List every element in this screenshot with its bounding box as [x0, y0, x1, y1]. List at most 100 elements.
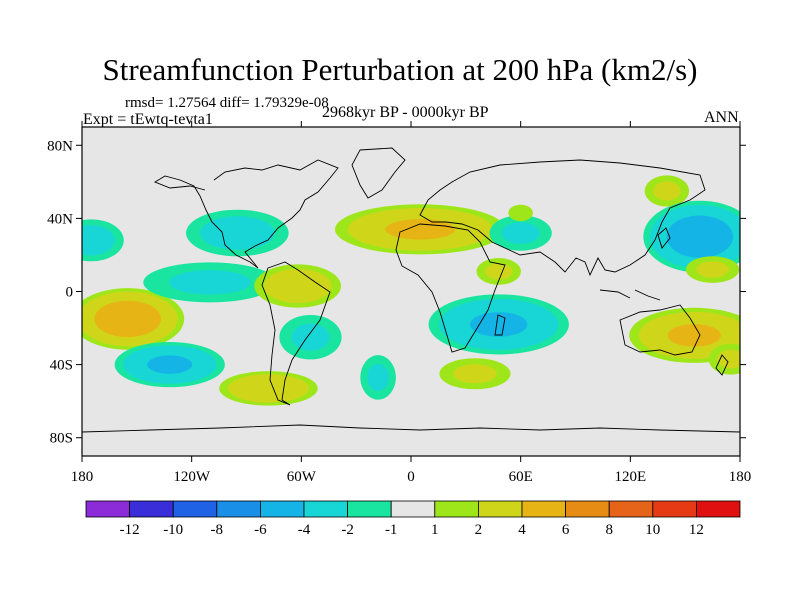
colorbar-swatch: [565, 500, 610, 518]
colorbar-swatch: [85, 500, 130, 518]
anomaly-field: [82, 175, 740, 406]
y-tick-label: 40N: [47, 211, 73, 227]
anomaly-blob: [708, 343, 740, 375]
colorbar: -12 -10 -8 -6 -4 -2 -1 1 2 4 6 8 10 12: [85, 500, 741, 538]
colorbar-label: 2: [475, 522, 483, 538]
anomaly-blob: [644, 175, 690, 207]
colorbar-label: -2: [341, 522, 354, 538]
y-tick-label: 80N: [47, 138, 73, 154]
experiment-text: Expt = tEwtq-tevta1: [83, 111, 213, 128]
colorbar-label: 8: [605, 522, 613, 538]
colorbar-label: 10: [645, 522, 660, 538]
anomaly-contour-band: [653, 181, 681, 201]
anomaly-blob: [489, 215, 552, 251]
colorbar-label: 4: [518, 522, 526, 538]
colorbar-label: -12: [120, 522, 140, 538]
anomaly-contour-band: [508, 204, 533, 222]
colorbar-label: 6: [562, 522, 570, 538]
anomaly-contour-band: [147, 355, 193, 374]
colorbar-swatch: [696, 500, 741, 518]
anomaly-blob: [114, 342, 225, 388]
anomaly-contour-band: [291, 323, 330, 351]
anomaly-blob: [360, 355, 396, 400]
anomaly-blob: [219, 371, 318, 406]
anomaly-blob: [82, 288, 185, 350]
coast-africa: [395, 223, 506, 353]
anomaly-blob: [439, 358, 511, 390]
colorbar-swatch: [259, 500, 305, 518]
x-tick-label: 60E: [509, 469, 533, 485]
colorbar-swatch: [477, 500, 523, 518]
x-tick-label: 120E: [614, 469, 646, 485]
y-tick-label: 0: [66, 285, 74, 301]
coast-new-zealand: [715, 354, 729, 376]
coast-south-america: [261, 261, 331, 406]
colorbar-swatch: [216, 500, 261, 518]
anomaly-contour-band: [717, 349, 740, 369]
coast-indonesia: [599, 289, 661, 301]
colorbar-label: 1: [431, 522, 439, 538]
anomaly-blob: [643, 200, 740, 273]
anomaly-contour-band: [501, 222, 540, 244]
anomaly-contour-band: [470, 312, 528, 337]
anomaly-blob: [254, 264, 342, 308]
colorbar-swatch: [347, 500, 392, 518]
coast-madagascar: [494, 314, 506, 336]
x-tick-label: 60W: [287, 469, 317, 485]
stats-text: rmsd= 1.27564 diff= 1.79329e-08: [125, 95, 329, 111]
anomaly-contour-band: [227, 374, 309, 403]
coast-antarctica: [82, 424, 740, 433]
colorbar-swatch: [434, 500, 479, 518]
y-tick-label: 80S: [50, 431, 73, 447]
coast-japan: [657, 227, 671, 249]
anomaly-contour-band: [263, 269, 332, 304]
coast-eurasia: [419, 159, 706, 277]
coast-north-america: [153, 159, 339, 269]
anomaly-blob: [476, 258, 521, 285]
colorbar-swatch: [521, 500, 566, 518]
colorbar-label: -6: [254, 522, 267, 538]
anomaly-blob: [508, 204, 533, 222]
colorbar-swatch: [129, 500, 174, 518]
anomaly-blob: [629, 307, 740, 363]
anomaly-contour-band: [666, 215, 734, 258]
anomaly-contour-band: [453, 364, 497, 384]
anomaly-contour-band: [667, 324, 721, 347]
x-tick-label: 180: [729, 469, 752, 485]
colorbar-label: -4: [298, 522, 311, 538]
anomaly-contour-band: [385, 219, 455, 240]
anomaly-blob: [82, 219, 124, 262]
coast-australia: [619, 304, 701, 356]
period-text: 2968kyr BP - 0000kyr BP: [322, 104, 489, 121]
x-tick-label: 120W: [173, 469, 211, 485]
colorbar-label: -10: [163, 522, 183, 538]
anomaly-contour-band: [169, 270, 251, 295]
colorbar-swatch: [652, 500, 697, 518]
colorbar-label: 12: [689, 522, 704, 538]
colorbar-label: -8: [211, 522, 224, 538]
colorbar-swatch: [390, 500, 436, 518]
anomaly-blob: [428, 294, 569, 355]
anomaly-contour-band: [367, 363, 389, 392]
colorbar-swatch: [303, 500, 348, 518]
coastlines: [82, 147, 740, 433]
y-tick-label: 40S: [50, 358, 73, 374]
anomaly-blob: [685, 256, 740, 283]
anomaly-blob: [143, 262, 277, 303]
anomaly-contour-band: [696, 261, 729, 278]
coast-greenland: [351, 147, 406, 199]
axis-ticks: 180 120W 60W 0 60E 120E 180 80N 40N 0 40S 80S: [47, 121, 751, 485]
chart-title: Streamfunction Perturbation at 200 hPa (…: [102, 52, 698, 87]
season-text: ANN: [704, 109, 739, 126]
x-tick-label: 180: [71, 469, 94, 485]
anomaly-blob: [279, 314, 342, 360]
x-tick-label: 0: [407, 469, 415, 485]
anomaly-contour-band: [94, 300, 162, 338]
anomaly-contour-band: [200, 216, 275, 250]
colorbar-label: -1: [385, 522, 398, 538]
colorbar-swatch: [608, 500, 654, 518]
anomaly-blob: [334, 204, 506, 255]
anomaly-contour-band: [485, 263, 513, 280]
colorbar-swatch: [172, 500, 218, 518]
